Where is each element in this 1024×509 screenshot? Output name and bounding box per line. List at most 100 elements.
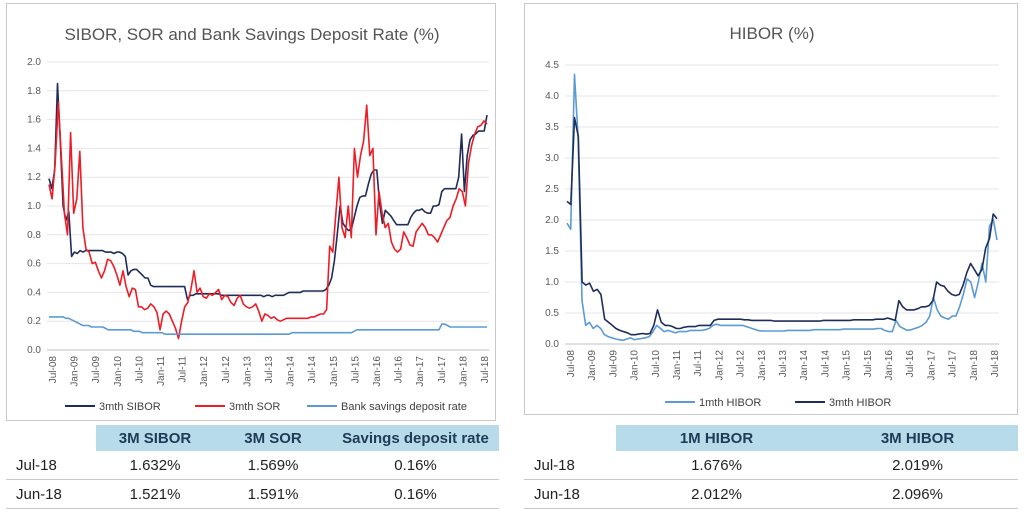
x-tick-label: Jan-10 [630, 350, 641, 381]
chart-title: HIBOR (%) [730, 24, 815, 43]
table-row: Jul-18 1.676% 2.019% [524, 451, 1018, 480]
table-header-row: 3M SIBOR 3M SOR Savings deposit rate [6, 425, 499, 451]
table-row: Jul-18 1.632% 1.569% 0.16% [6, 451, 499, 480]
y-tick-label: 1.5 [545, 246, 559, 257]
x-tick-label: Jul-15 [350, 356, 361, 384]
x-tick-label: Jul-14 [307, 356, 318, 384]
y-tick-label: 2.5 [545, 184, 559, 195]
x-tick-label: Jul-18 [990, 350, 1001, 378]
y-tick-label: 1.0 [545, 277, 559, 288]
x-tick-label: Jan-16 [884, 350, 895, 381]
x-tick-label: Jan-12 [714, 350, 725, 381]
x-tick-label: Jul-12 [736, 350, 747, 378]
legend-label: 3mth SIBOR [99, 401, 161, 413]
row-label: Jun-18 [6, 479, 96, 509]
x-tick-label: Jul-08 [48, 356, 59, 384]
y-tick-label: 0.5 [545, 308, 559, 319]
x-tick-label: Jul-18 [480, 356, 491, 384]
legend-label: 3mth HIBOR [829, 397, 891, 409]
y-tick-label: 2.0 [545, 215, 559, 226]
x-tick-label: Jul-12 [221, 356, 232, 384]
y-tick-label: 3.0 [545, 153, 559, 164]
x-tick-label: Jul-09 [608, 350, 619, 378]
x-tick-label: Jan-16 [372, 356, 383, 387]
series-line-1mth-hibor [566, 73, 998, 342]
x-tick-label: Jul-14 [820, 350, 831, 378]
table-header-row: 1M HIBOR 3M HIBOR [524, 425, 1018, 451]
y-tick-label: 2.0 [27, 57, 41, 68]
y-tick-label: 0.4 [27, 287, 41, 298]
x-tick-label: Jul-16 [905, 350, 916, 378]
sg-chart-panel: SIBOR, SOR and Bank Savings Deposit Rate… [6, 3, 496, 421]
table-cell: 0.16% [332, 451, 499, 480]
y-tick-label: 1.4 [27, 143, 41, 154]
table-cell: 1.632% [96, 451, 214, 480]
x-tick-label: Jan-10 [113, 356, 124, 387]
x-tick-label: Jul-16 [394, 356, 405, 384]
series-line-3mth-hibor [566, 116, 998, 336]
y-tick-label: 3.5 [545, 122, 559, 133]
table-cell: 1.676% [616, 451, 817, 480]
table-cell: 1.521% [96, 479, 214, 509]
series-line-3mth-sibor [48, 82, 488, 301]
table-header-cell: 3M SOR [214, 425, 332, 451]
table-header-cell: Savings deposit rate [332, 425, 499, 451]
y-tick-label: 0.6 [27, 259, 41, 270]
table-row: Jun-18 2.012% 2.096% [524, 479, 1018, 509]
y-tick-label: 1.6 [27, 115, 41, 126]
x-tick-label: Jan-15 [329, 356, 340, 387]
table-cell: 2.096% [817, 479, 1018, 509]
x-tick-label: Jul-10 [134, 356, 145, 384]
legend-label: Bank savings deposit rate [341, 401, 467, 413]
x-tick-label: Jul-13 [264, 356, 275, 384]
x-tick-label: Jul-17 [437, 356, 448, 384]
x-tick-label: Jul-15 [863, 350, 874, 378]
x-tick-label: Jan-11 [156, 356, 167, 386]
x-tick-label: Jul-13 [778, 350, 789, 378]
y-tick-label: 4.0 [545, 91, 559, 102]
series-line-3mth-sor [48, 101, 488, 340]
table-header-cell: 3M HIBOR [817, 425, 1018, 451]
hibor-chart: HIBOR (%) 0.0 0.5 1.0 1.5 2.0 2.5 3.0 3.5 4.0 4.5 J… [545, 24, 1001, 409]
table-cell: 2.019% [817, 451, 1018, 480]
x-tick-label: Jan-14 [799, 350, 810, 381]
row-label: Jul-18 [6, 451, 96, 480]
x-tick-label: Jul-10 [651, 350, 662, 378]
series-line-bank-savings-deposit-rate [49, 316, 487, 336]
x-tick-label: Jan-11 [672, 350, 683, 380]
table-header-cell: 1M HIBOR [616, 425, 817, 451]
x-tick-label: Jul-08 [566, 350, 577, 378]
x-tick-label: Jul-11 [693, 350, 704, 377]
x-tick-label: Jan-17 [415, 356, 426, 387]
y-tick-label: 1.2 [27, 172, 41, 183]
x-tick-label: Jan-14 [286, 356, 297, 387]
row-label: Jun-18 [524, 479, 616, 509]
table-cell: 0.16% [332, 479, 499, 509]
x-tick-label: Jul-17 [948, 350, 959, 378]
x-tick-label: Jan-15 [842, 350, 853, 381]
row-label: Jul-18 [524, 451, 616, 480]
y-tick-label: 0.8 [27, 230, 41, 241]
y-tick-label: 4.5 [545, 60, 559, 71]
x-tick-label: Jan-17 [926, 350, 937, 381]
y-tick-label: 1.8 [27, 86, 41, 97]
table-cell: 1.569% [214, 451, 332, 480]
table-cell: 2.012% [616, 479, 817, 509]
table-corner [6, 425, 96, 451]
x-tick-label: Jan-09 [587, 350, 598, 381]
legend-label: 3mth SOR [229, 401, 280, 413]
sg-rates-table: 3M SIBOR 3M SOR Savings deposit rate Jul… [6, 425, 499, 509]
table-header-cell: 3M SIBOR [96, 425, 214, 451]
x-tick-label: Jul-09 [91, 356, 102, 384]
x-tick-label: Jan-12 [199, 356, 210, 387]
sg-rates-chart: SIBOR, SOR and Bank Savings Deposit Rate… [27, 25, 491, 413]
table-row: Jun-18 1.521% 1.591% 0.16% [6, 479, 499, 509]
x-tick-label: Jan-09 [70, 356, 81, 387]
x-tick-label: Jan-18 [458, 356, 469, 387]
table-corner [524, 425, 616, 451]
chart-title: SIBOR, SOR and Bank Savings Deposit Rate… [64, 25, 439, 44]
y-tick-label: 0.0 [27, 345, 41, 356]
legend-label: 1mth HIBOR [699, 397, 761, 409]
y-tick-label: 0.2 [27, 316, 41, 327]
y-tick-label: 0.0 [545, 339, 559, 350]
